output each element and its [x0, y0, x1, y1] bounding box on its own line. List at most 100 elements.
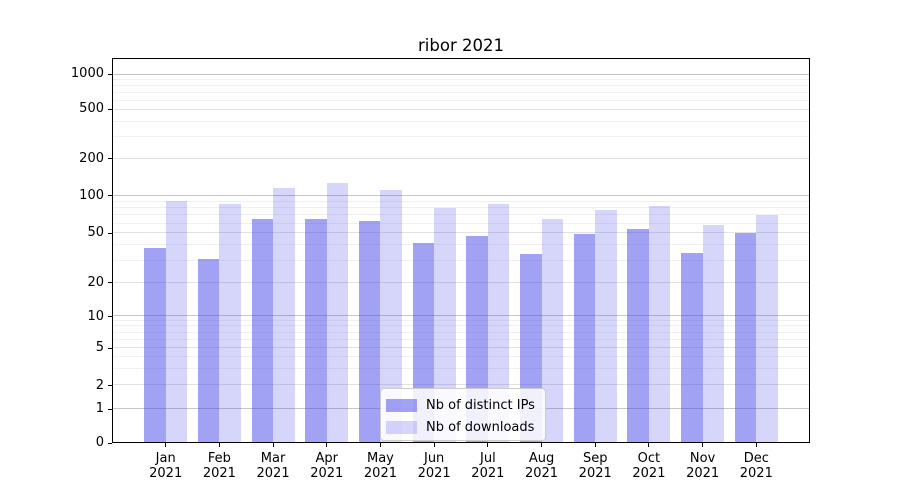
x-tick-label-year: 2021 [471, 466, 505, 481]
gridline-sub [113, 355, 809, 357]
y-tick-label: 0 [95, 435, 104, 450]
x-tick-mark [433, 443, 435, 447]
bar-distinct-ips [251, 219, 274, 442]
legend-label-distinct-ips: Nb of distinct IPs [426, 398, 535, 413]
y-tick-label: 1 [95, 401, 104, 417]
x-tick-label-year: 2021 [578, 466, 612, 481]
gridline-sub [113, 85, 809, 87]
bar-distinct-ips [627, 229, 649, 442]
x-tick-label-month: Jul [480, 451, 496, 466]
x-tick-label-month: Mar [260, 451, 286, 466]
y-tick-mark [108, 232, 112, 234]
bar-downloads [541, 219, 564, 442]
x-tick-mark [165, 443, 167, 447]
x-tick-label-feb: Feb 2021 [203, 451, 236, 481]
legend-swatch-downloads-icon [386, 421, 417, 434]
y-tick-label: 5 [95, 340, 104, 356]
bar-distinct-ips [681, 252, 703, 442]
x-tick-label-year: 2021 [310, 466, 344, 481]
x-tick-mark [379, 443, 381, 447]
gridline-sub [113, 320, 809, 322]
gridline-sub [113, 92, 809, 93]
y-tick-mark [108, 385, 112, 387]
x-tick-label-month: Apr [315, 451, 339, 466]
x-tick-label-month: Sep [582, 451, 608, 466]
x-tick-label-month: Jun [423, 451, 445, 466]
y-tick-label: 1000 [70, 66, 104, 82]
gridline-sub [113, 331, 809, 333]
gridline-sub [113, 136, 809, 138]
gridline-major [113, 315, 809, 317]
x-tick-mark [487, 443, 489, 447]
gridline-sub [113, 325, 809, 327]
y-tick-mark [108, 195, 112, 197]
x-tick-label-sep: Sep 2021 [579, 451, 612, 481]
gridline-sub [113, 121, 809, 122]
x-tick-label-year: 2021 [363, 466, 397, 481]
x-tick-label-year: 2021 [524, 466, 559, 481]
bar-distinct-ips [144, 248, 166, 442]
x-tick-label-month: Oct [637, 451, 661, 466]
gridline-sub [113, 99, 809, 101]
y-tick-mark [108, 442, 112, 444]
x-tick-label-may: May 2021 [364, 451, 397, 481]
x-tick-mark [541, 443, 543, 447]
gridline-sub [113, 79, 809, 81]
gridline-minor [113, 109, 809, 111]
gridline-major [113, 195, 809, 197]
y-tick-mark [108, 73, 112, 75]
x-tick-label-year: 2021 [739, 466, 773, 481]
gridline-minor [113, 346, 809, 348]
bar-downloads [380, 189, 402, 442]
bar-downloads [219, 204, 241, 442]
bar-downloads [326, 183, 349, 442]
x-tick-mark [218, 443, 220, 447]
gridline-sub [113, 338, 809, 340]
x-tick-label-month: Aug [528, 451, 555, 466]
x-tick-label-month: May [367, 451, 394, 466]
x-tick-label-jan: Jan 2021 [149, 451, 182, 481]
chart-title: ribor 2021 [418, 36, 504, 55]
x-tick-label-apr: Apr 2021 [310, 451, 343, 481]
gridline-sub [113, 222, 809, 224]
legend-item-downloads: Nb of downloads [386, 418, 545, 437]
x-tick-label-aug: Aug 2021 [525, 451, 558, 481]
bar-downloads [756, 214, 778, 442]
legend-label-downloads: Nb of downloads [426, 420, 535, 435]
gridline-sub [113, 207, 809, 209]
y-tick-label: 50 [87, 225, 104, 241]
y-tick-label: 500 [79, 101, 104, 117]
y-tick-mark [108, 316, 112, 318]
gridline-minor [113, 281, 809, 283]
y-tick-mark [108, 347, 112, 349]
plot-area [112, 58, 810, 443]
x-tick-label-year: 2021 [632, 466, 666, 481]
x-tick-label-year: 2021 [417, 466, 451, 481]
y-tick-label: 100 [79, 187, 104, 203]
gridline-minor [113, 384, 809, 386]
x-tick-mark [755, 443, 757, 447]
x-tick-label-year: 2021 [256, 466, 290, 481]
bar-downloads [273, 187, 295, 442]
x-tick-label-month: Feb [207, 451, 231, 466]
x-tick-label-year: 2021 [202, 466, 236, 481]
legend-swatch-distinct-ips-icon [386, 399, 417, 412]
bar-downloads [595, 210, 617, 442]
x-tick-label-month: Dec [743, 451, 769, 466]
x-tick-mark [648, 443, 650, 447]
x-tick-label-month: Jan [155, 451, 176, 466]
x-tick-label-month: Nov [689, 451, 716, 466]
x-tick-label-nov: Nov 2021 [686, 451, 719, 481]
y-tick-mark [108, 158, 112, 160]
bar-distinct-ips [305, 219, 327, 442]
gridline-sub [113, 259, 809, 261]
x-tick-mark [702, 443, 704, 447]
gridline-minor [113, 158, 809, 160]
gridline-sub [113, 244, 809, 246]
x-tick-mark [326, 443, 328, 447]
y-tick-mark [108, 408, 112, 410]
bar-distinct-ips [573, 234, 596, 442]
gridline-sub [113, 367, 809, 369]
bar-downloads [434, 208, 456, 442]
